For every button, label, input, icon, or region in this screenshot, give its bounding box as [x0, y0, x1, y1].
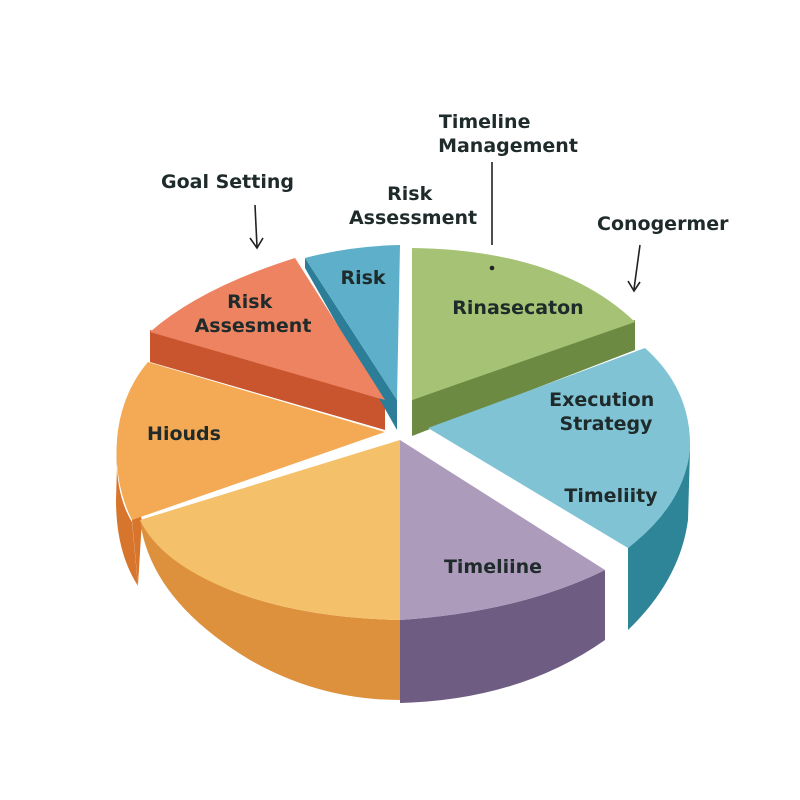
conogermer-arrow: [633, 244, 641, 290]
slice-yellow: [140, 440, 400, 620]
slice-side-hiouds-band: [116, 430, 138, 586]
callout-timeline-management: Timeline Management: [438, 111, 578, 157]
leader-dot: [489, 265, 495, 271]
goal-setting-arrow: [254, 204, 258, 248]
slice-labels: Risk Risk Assesment Rinasecaton Hiouds E…: [147, 267, 661, 578]
label-execution-strategy: Execution Strategy: [549, 389, 661, 435]
label-hiouds: Hiouds: [147, 423, 221, 445]
slice-risk: [305, 245, 400, 400]
callout-labels: Goal Setting Risk Assessment Timeline Ma…: [161, 111, 729, 235]
callout-timeline-management-line2: Management: [438, 135, 578, 157]
label-rinasecaton: Rinasecaton: [452, 297, 583, 319]
callout-risk-assessment-line1: Risk: [387, 183, 432, 205]
label-execution-strategy-line1: Execution: [549, 389, 654, 411]
goal-setting-arrowhead: [249, 237, 264, 250]
label-risk-assesment-line1: Risk: [227, 291, 272, 313]
label-timeliine: Timeliine: [444, 556, 542, 578]
slice-side-rinasecaton: [412, 320, 635, 436]
callout-timeline-management-line1: Timeline: [439, 111, 531, 133]
slice-risk-assesment: [150, 258, 385, 400]
callout-goal-setting: Goal Setting: [161, 171, 294, 193]
pie-top-faces: [116, 245, 691, 620]
slice-side-yellow: [140, 520, 400, 700]
label-execution-strategy-line2: Strategy: [560, 413, 654, 435]
slice-side-timeliine: [400, 570, 605, 703]
callout-conogermer: Conogermer: [597, 213, 729, 235]
conogermer-arrowhead: [627, 280, 641, 293]
label-risk-assesment-line2: Assesment: [195, 315, 312, 337]
slice-execution-strategy: [428, 348, 691, 548]
pie-side-walls: [116, 258, 690, 703]
callout-risk-assessment-line2: Assessment: [349, 207, 477, 229]
slice-rinasecaton: [412, 248, 635, 400]
slice-hiouds: [116, 362, 385, 520]
callout-lines: [249, 162, 641, 293]
label-timeliity: Timeliity: [564, 485, 658, 507]
callout-risk-assessment: Risk Assessment: [349, 183, 477, 229]
label-risk-assesment: Risk Assesment: [195, 291, 312, 337]
label-risk: Risk: [340, 267, 385, 289]
slice-timeliine: [400, 440, 605, 620]
slice-side-risk-assesment: [150, 330, 385, 430]
